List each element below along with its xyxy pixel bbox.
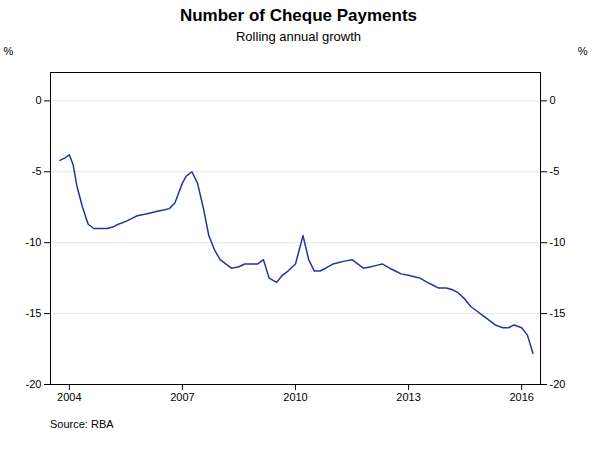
svg-text:2010: 2010 xyxy=(283,391,307,403)
svg-text:-5: -5 xyxy=(550,165,560,177)
svg-text:-15: -15 xyxy=(550,307,566,319)
svg-text:-10: -10 xyxy=(550,236,566,248)
svg-text:2004: 2004 xyxy=(57,391,81,403)
html-text:Source: RBA: Source: RBA xyxy=(50,418,114,430)
svg-text:%: % xyxy=(578,45,588,57)
svg-text:-20: -20 xyxy=(550,378,566,390)
html-text:Number of Cheque Payments: Number of Cheque Payments xyxy=(179,6,417,25)
svg-text:-15: -15 xyxy=(26,307,42,319)
svg-text:2007: 2007 xyxy=(170,391,194,403)
svg-text:-5: -5 xyxy=(32,165,42,177)
svg-text:0: 0 xyxy=(550,94,556,106)
svg-text:-20: -20 xyxy=(26,378,42,390)
svg-text:2016: 2016 xyxy=(509,391,533,403)
svg-text:-10: -10 xyxy=(26,236,42,248)
svg-text:0: 0 xyxy=(35,94,41,106)
svg-text:%: % xyxy=(4,45,14,57)
svg-text:2013: 2013 xyxy=(396,391,420,403)
html-text:Rolling annual growth: Rolling annual growth xyxy=(236,29,361,44)
